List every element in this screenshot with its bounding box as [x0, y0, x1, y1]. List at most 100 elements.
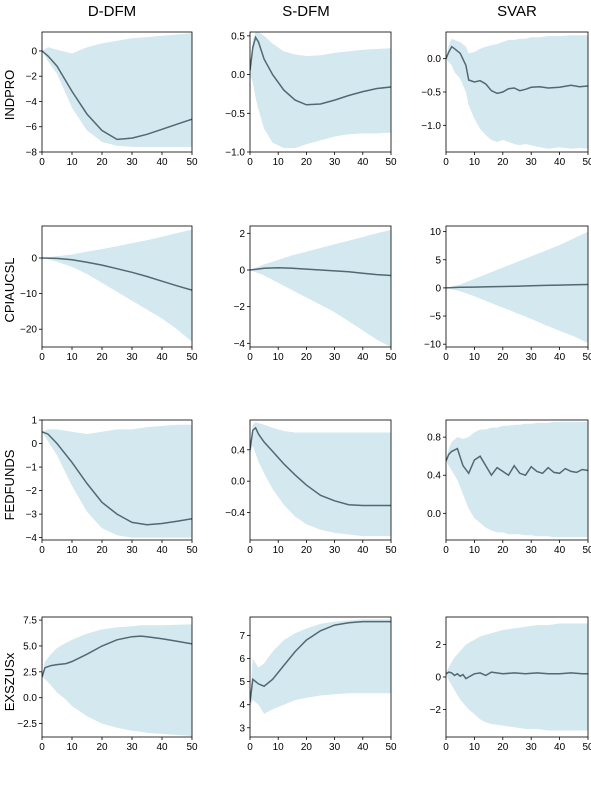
panel-indpro-d-dfm: 0 10 20 30 40 50 0 −2 −4 −6 −8	[26, 31, 198, 168]
ytick-label-indpro-d-dfm--2: −2	[26, 72, 38, 83]
ytick-label-exszusx-s-dfm-5: 5	[239, 677, 245, 688]
xtick-label-indpro-svar-30: 30	[526, 157, 538, 168]
median-line-fedfunds-d-dfm	[42, 431, 192, 526]
xtick-label-indpro-d-dfm-10: 10	[66, 157, 78, 168]
ytick-label-fedfunds-svar-0: 0.0	[427, 509, 441, 520]
xtick-label-fedfunds-svar-20: 20	[497, 545, 509, 556]
panel-exszusx-d-dfm: 0 10 20 30 40 50 7.5 5.0 2.5 0.0 −2.5	[17, 616, 198, 753]
xtick-label-exszusx-s-dfm-10: 10	[273, 742, 285, 753]
band-exszusx-s-dfm	[250, 619, 391, 714]
xtick-label-exszusx-svar-10: 10	[469, 742, 481, 753]
column-title-svar: SVAR	[497, 3, 537, 20]
xtick-label-cpiaucsl-s-dfm-40: 40	[357, 352, 369, 363]
xtick-label-cpiaucsl-svar-40: 40	[554, 352, 566, 363]
xtick-label-cpiaucsl-s-dfm-50: 50	[385, 352, 397, 363]
ytick-label-fedfunds-d-dfm--4: −4	[26, 533, 38, 544]
xtick-label-cpiaucsl-d-dfm-50: 50	[186, 352, 198, 363]
band-indpro-s-dfm	[250, 32, 391, 149]
xtick-label-exszusx-svar-20: 20	[497, 742, 509, 753]
xtick-label-indpro-s-dfm-50: 50	[385, 157, 397, 168]
band-exszusx-svar	[446, 623, 588, 731]
ytick-label-cpiaucsl-s-dfm-0: 0	[239, 266, 245, 277]
band-indpro-svar	[446, 35, 588, 149]
row-label-indpro: INDPRO	[2, 70, 17, 121]
xtick-label-indpro-d-dfm-50: 50	[186, 157, 198, 168]
xtick-label-indpro-d-dfm-40: 40	[156, 157, 168, 168]
xtick-label-exszusx-d-dfm-30: 30	[126, 742, 138, 753]
xtick-label-fedfunds-svar-10: 10	[469, 545, 481, 556]
band-exszusx-d-dfm	[42, 624, 192, 736]
band-indpro-d-dfm	[42, 33, 192, 147]
ytick-label-fedfunds-svar-0-8: 0.8	[427, 433, 441, 444]
ytick-label-cpiaucsl-svar-0: 0	[435, 283, 441, 294]
xtick-label-cpiaucsl-s-dfm-0: 0	[247, 352, 253, 363]
xtick-label-indpro-s-dfm-20: 20	[301, 157, 313, 168]
ytick-label-exszusx-svar-0: 0	[435, 673, 441, 684]
xtick-label-exszusx-s-dfm-40: 40	[357, 742, 369, 753]
xtick-label-indpro-s-dfm-0: 0	[247, 157, 253, 168]
frame-cpiaucsl-svar	[445, 225, 589, 348]
xtick-label-cpiaucsl-d-dfm-20: 20	[96, 352, 108, 363]
ytick-label-fedfunds-d-dfm--2: −2	[26, 486, 38, 497]
xtick-label-exszusx-s-dfm-50: 50	[385, 742, 397, 753]
xtick-label-exszusx-s-dfm-20: 20	[301, 742, 313, 753]
ytick-label-exszusx-s-dfm-6: 6	[239, 654, 245, 665]
xtick-label-fedfunds-d-dfm-10: 10	[66, 545, 78, 556]
ytick-label-indpro-s-dfm-0: 0.0	[231, 70, 245, 81]
xtick-label-cpiaucsl-d-dfm-0: 0	[39, 352, 45, 363]
ytick-label-indpro-s-dfm--0-5: −0.5	[225, 109, 245, 120]
median-line-indpro-svar	[446, 45, 588, 95]
xtick-label-cpiaucsl-s-dfm-20: 20	[301, 352, 313, 363]
xtick-label-cpiaucsl-svar-20: 20	[497, 352, 509, 363]
xtick-label-indpro-svar-0: 0	[443, 157, 449, 168]
median-line-cpiaucsl-s-dfm	[250, 267, 391, 277]
xtick-label-exszusx-d-dfm-20: 20	[96, 742, 108, 753]
xtick-label-cpiaucsl-svar-0: 0	[443, 352, 449, 363]
xtick-label-exszusx-svar-0: 0	[443, 742, 449, 753]
median-line-cpiaucsl-d-dfm	[42, 257, 192, 291]
xtick-label-fedfunds-s-dfm-10: 10	[273, 545, 285, 556]
xtick-label-indpro-s-dfm-30: 30	[329, 157, 341, 168]
panel-fedfunds-s-dfm: 0 10 20 30 40 50 0.4 0.0 −0.4	[225, 419, 397, 556]
median-line-exszusx-d-dfm	[42, 635, 192, 678]
xtick-label-indpro-svar-50: 50	[582, 157, 591, 168]
xtick-label-fedfunds-s-dfm-20: 20	[301, 545, 313, 556]
xtick-label-indpro-d-dfm-30: 30	[126, 157, 138, 168]
median-line-cpiaucsl-svar	[446, 283, 588, 289]
xtick-label-fedfunds-s-dfm-30: 30	[329, 545, 341, 556]
xtick-label-fedfunds-s-dfm-50: 50	[385, 545, 397, 556]
xtick-label-exszusx-d-dfm-40: 40	[156, 742, 168, 753]
xtick-label-exszusx-d-dfm-0: 0	[39, 742, 45, 753]
panels-layer: 0 10 20 30 40 500−2−4−6−80 10 20 30 40 500.50.0−0.…	[17, 31, 591, 753]
ytick-label-exszusx-d-dfm--2-5: −2.5	[17, 719, 37, 730]
xtick-label-cpiaucsl-svar-10: 10	[469, 352, 481, 363]
xtick-label-cpiaucsl-svar-30: 30	[526, 352, 538, 363]
xtick-label-cpiaucsl-d-dfm-10: 10	[66, 352, 78, 363]
band-fedfunds-svar	[446, 421, 588, 538]
ytick-label-cpiaucsl-svar-10: 10	[430, 227, 442, 238]
band-fedfunds-d-dfm	[42, 424, 192, 538]
frame-fedfunds-d-dfm	[41, 419, 193, 541]
frame-fedfunds-s-dfm	[249, 419, 392, 541]
xtick-label-exszusx-svar-40: 40	[554, 742, 566, 753]
ytick-label-exszusx-s-dfm-3: 3	[239, 723, 245, 734]
panel-fedfunds-svar: 0 10 20 30 40 50 0.8 0.4 0.0	[427, 419, 591, 556]
xtick-label-fedfunds-d-dfm-30: 30	[126, 545, 138, 556]
band-cpiaucsl-svar	[446, 231, 588, 344]
xtick-label-indpro-svar-20: 20	[497, 157, 509, 168]
ytick-label-fedfunds-s-dfm-0-4: 0.4	[231, 445, 245, 456]
xtick-label-cpiaucsl-s-dfm-10: 10	[273, 352, 285, 363]
xtick-label-fedfunds-d-dfm-50: 50	[186, 545, 198, 556]
frame-cpiaucsl-d-dfm	[41, 225, 193, 348]
xtick-label-fedfunds-s-dfm-40: 40	[357, 545, 369, 556]
xtick-label-fedfunds-svar-40: 40	[554, 545, 566, 556]
ytick-label-fedfunds-s-dfm-0: 0.0	[231, 477, 245, 488]
xtick-label-fedfunds-d-dfm-20: 20	[96, 545, 108, 556]
xtick-label-indpro-d-dfm-0: 0	[39, 157, 45, 168]
ytick-label-cpiaucsl-svar--5: −5	[430, 312, 442, 323]
xtick-label-fedfunds-s-dfm-0: 0	[247, 545, 253, 556]
median-line-fedfunds-svar	[446, 447, 588, 477]
xtick-label-indpro-svar-40: 40	[554, 157, 566, 168]
